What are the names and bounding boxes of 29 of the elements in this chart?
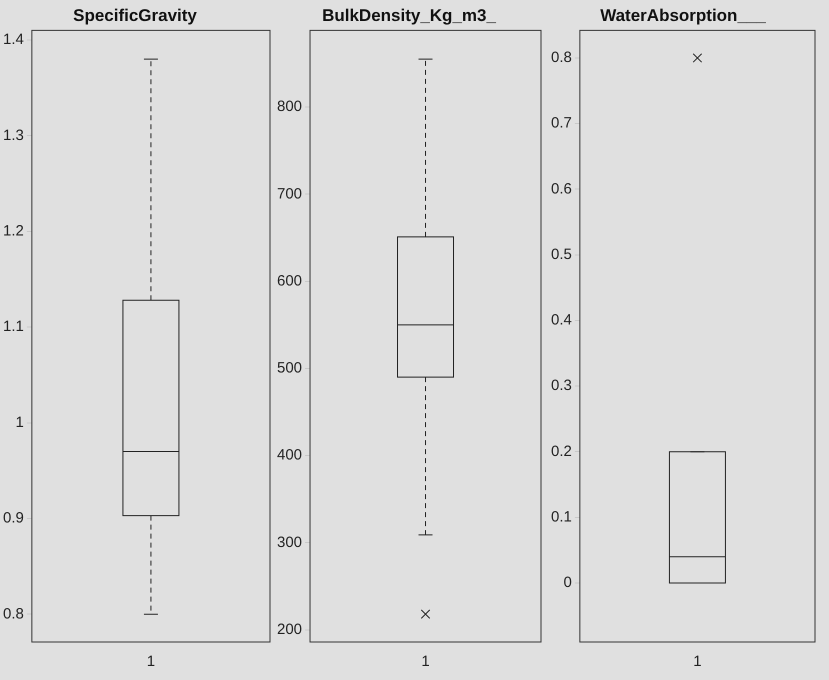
y-tick-label: 0.3 [550,377,572,394]
y-tick-label: 0.9 [2,510,24,527]
x-tick-label: 1 [421,653,430,670]
y-tick-label: 400 [276,446,302,464]
y-tick-label: 1.2 [2,222,24,240]
y-tick-label: 0.6 [550,180,572,198]
y-tick-label: 700 [276,185,302,202]
y-tick-label: 500 [276,360,302,377]
y-tick-label: 300 [276,534,302,551]
y-tick-label: 0.1 [550,508,572,526]
x-tick-label: 1 [146,653,156,670]
y-tick-label: 0.4 [550,312,572,329]
y-tick-label: 800 [276,98,302,116]
y-tick-label: 0 [564,574,572,592]
y-tick-label: 1.4 [2,31,24,48]
y-tick-label: 1.1 [2,318,24,336]
y-tick-label: 0.5 [550,246,572,263]
y-tick-label: 0.8 [550,49,572,66]
y-tick-label: 1.3 [2,126,24,144]
chart-title: BulkDensity_Kg_m3_ [322,6,496,25]
y-tick-label: 0.2 [550,442,572,460]
y-tick-label: 0.8 [2,605,24,622]
y-tick-label: 200 [276,620,302,638]
y-tick-label: 1 [16,414,24,431]
y-tick-label: 600 [276,272,302,290]
x-tick-label: 1 [693,653,702,670]
chart-title: WaterAbsorption___ [600,6,766,25]
chart-title: SpecificGravity [73,6,198,25]
y-tick-label: 0.7 [550,114,572,132]
